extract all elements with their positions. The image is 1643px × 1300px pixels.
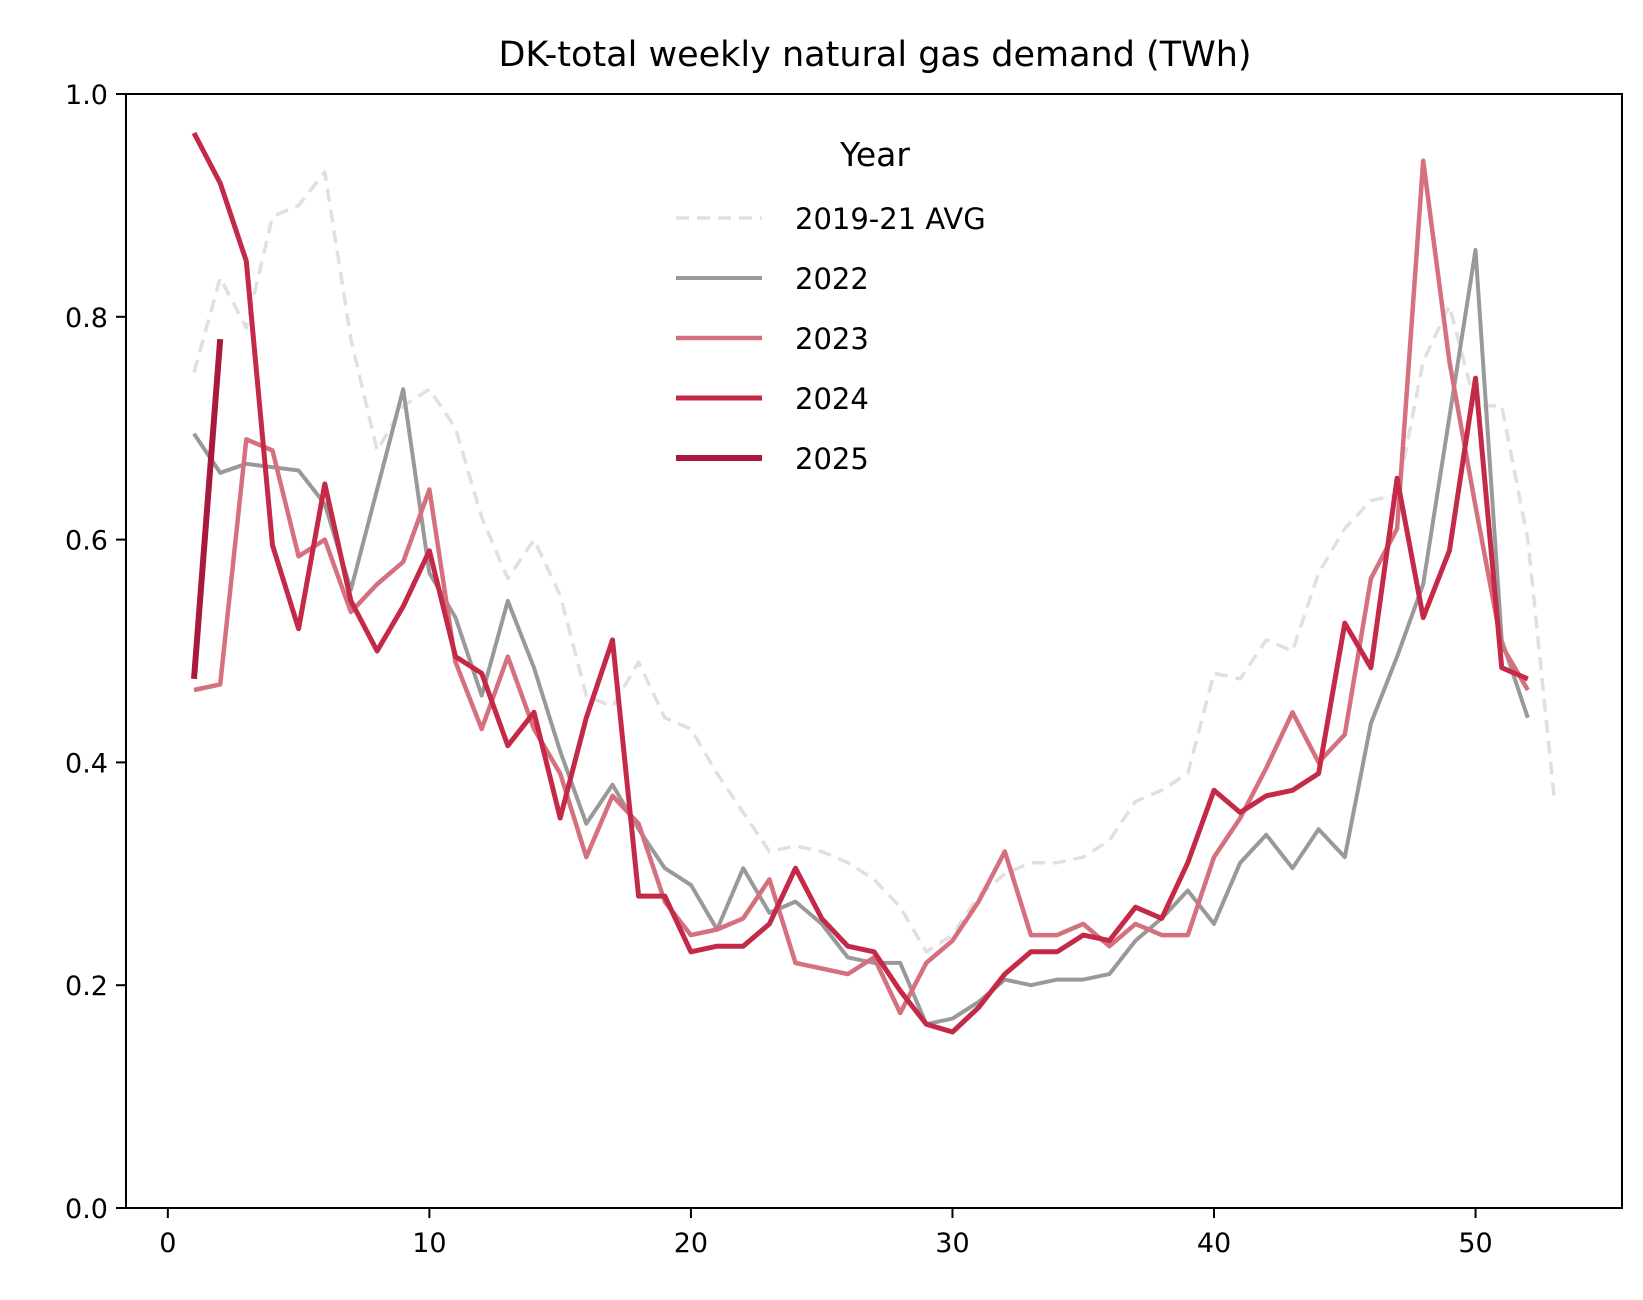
plot-area-frame (125, 93, 1623, 1209)
series-line-2022 (192, 248, 1530, 1027)
x-tick-label: 50 (1458, 1228, 1492, 1259)
legend-title: Year (839, 135, 910, 174)
series-line-2023 (193, 158, 1530, 1016)
series-line-2025 (191, 338, 224, 680)
y-tick-label: 0.6 (65, 526, 108, 557)
legend-label-2023: 2023 (795, 322, 869, 356)
x-tick-label: 0 (159, 1228, 176, 1259)
y-axis: 0.0 0.2 0.4 0.6 0.8 1.0 (65, 80, 126, 1225)
y-tick-label: 0.8 (65, 303, 108, 334)
x-tick-label: 10 (412, 1228, 446, 1259)
y-tick-label: 0.0 (65, 1194, 108, 1225)
x-tick-label: 40 (1197, 1228, 1231, 1259)
series-layer (191, 131, 1556, 1035)
legend-label-2024: 2024 (795, 382, 869, 416)
legend-label-2022: 2022 (795, 262, 869, 296)
legend-label-2019-21-avg: 2019-21 AVG (795, 202, 986, 236)
series-line-2019-21-avg (192, 170, 1556, 954)
series-line-2024 (191, 131, 1529, 1035)
chart-title: DK-total weekly natural gas demand (TWh) (498, 35, 1251, 75)
x-tick-label: 30 (935, 1228, 969, 1259)
legend-label-2025: 2025 (795, 442, 869, 476)
y-tick-label: 0.4 (65, 748, 108, 779)
y-tick-label: 0.2 (65, 971, 108, 1002)
x-axis: 0 10 20 30 40 50 (159, 1208, 1493, 1259)
legend: Year 2019-21 AVG 2022 2023 2024 2025 (676, 135, 986, 476)
x-tick-label: 20 (674, 1228, 708, 1259)
y-tick-label: 1.0 (65, 80, 108, 111)
